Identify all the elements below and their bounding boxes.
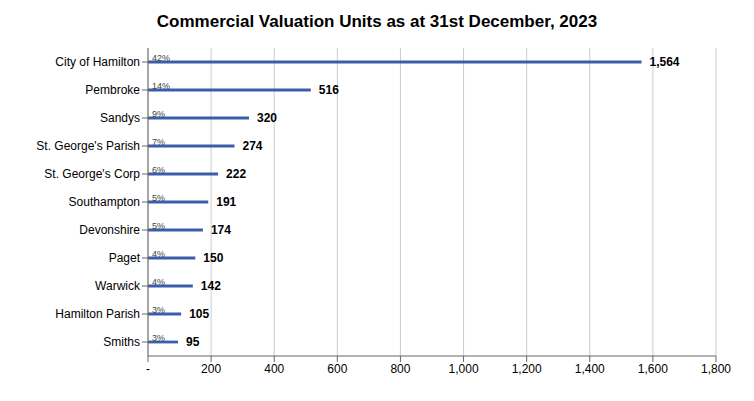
svg-text:Pembroke: Pembroke <box>85 83 140 97</box>
svg-text:1,564: 1,564 <box>650 55 680 69</box>
svg-text:Paget: Paget <box>109 251 141 265</box>
svg-text:800: 800 <box>390 362 410 376</box>
svg-text:5%: 5% <box>152 221 165 231</box>
svg-text:174: 174 <box>211 223 231 237</box>
svg-text:1,400: 1,400 <box>575 362 605 376</box>
svg-text:95: 95 <box>186 335 200 349</box>
svg-text:1,000: 1,000 <box>449 362 479 376</box>
svg-text:1,600: 1,600 <box>638 362 668 376</box>
svg-text:320: 320 <box>257 111 277 125</box>
svg-text:Warwick: Warwick <box>95 279 141 293</box>
html-text:Commercial Valuation Units as: Commercial Valuation Units as at 31st De… <box>156 12 598 31</box>
svg-text:142: 142 <box>201 279 221 293</box>
svg-text:222: 222 <box>226 167 246 181</box>
svg-text:Sandys: Sandys <box>100 111 140 125</box>
svg-text:Hamilton Parish: Hamilton Parish <box>55 307 140 321</box>
svg-text:516: 516 <box>319 83 339 97</box>
svg-text:14%: 14% <box>152 81 170 91</box>
svg-text:St. George's Parish: St. George's Parish <box>36 139 140 153</box>
svg-text:200: 200 <box>201 362 221 376</box>
svg-text:9%: 9% <box>152 109 165 119</box>
svg-text:274: 274 <box>242 139 262 153</box>
svg-text:191: 191 <box>216 195 236 209</box>
svg-text:42%: 42% <box>152 53 170 63</box>
svg-text:3%: 3% <box>152 305 165 315</box>
svg-text:150: 150 <box>203 251 223 265</box>
svg-text:3%: 3% <box>152 333 165 343</box>
svg-text:Southampton: Southampton <box>69 195 140 209</box>
svg-text:Smiths: Smiths <box>103 335 140 349</box>
svg-text:5%: 5% <box>152 193 165 203</box>
svg-text:-: - <box>146 362 150 376</box>
svg-text:1,200: 1,200 <box>512 362 542 376</box>
svg-text:400: 400 <box>264 362 284 376</box>
svg-text:Devonshire: Devonshire <box>79 223 140 237</box>
svg-text:6%: 6% <box>152 165 165 175</box>
svg-text:4%: 4% <box>152 277 165 287</box>
svg-text:City of Hamilton: City of Hamilton <box>55 55 140 69</box>
svg-text:105: 105 <box>189 307 209 321</box>
svg-text:St. George's Corp: St. George's Corp <box>44 167 140 181</box>
svg-text:4%: 4% <box>152 249 165 259</box>
svg-text:600: 600 <box>327 362 347 376</box>
svg-text:7%: 7% <box>152 137 165 147</box>
svg-text:1,800: 1,800 <box>701 362 731 376</box>
